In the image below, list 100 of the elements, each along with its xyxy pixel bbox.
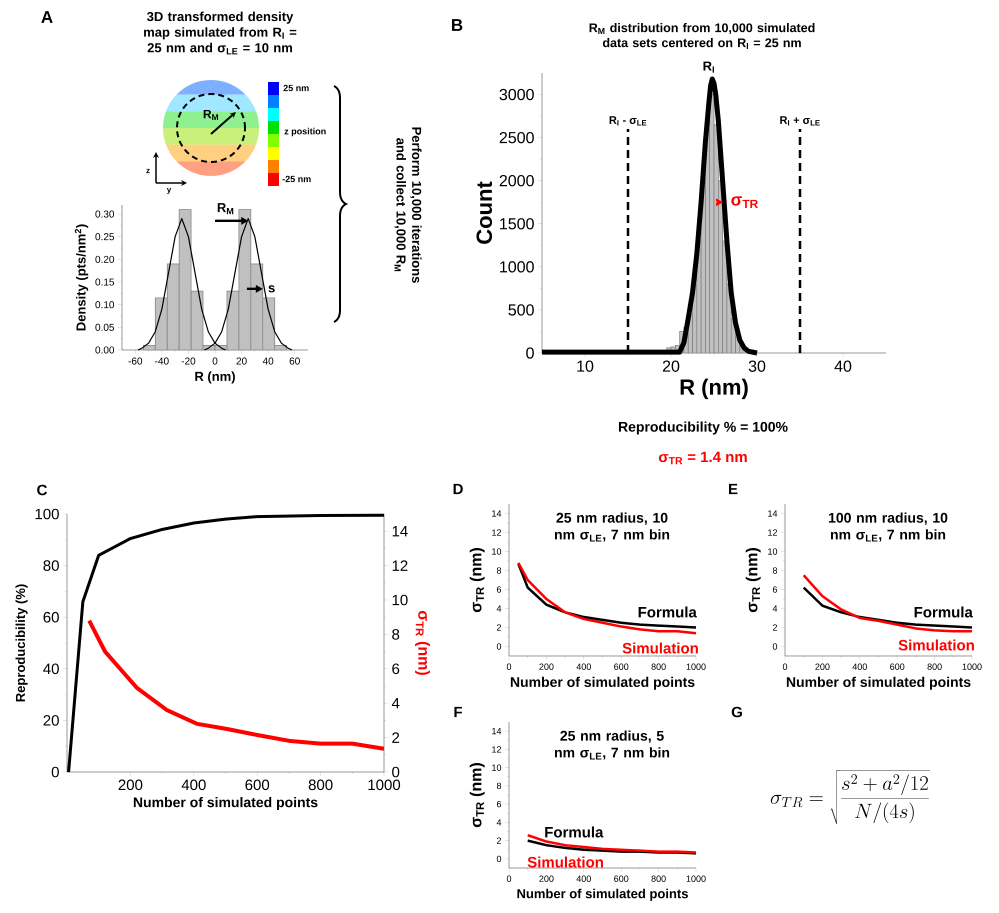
- y-tick-label: 4: [496, 819, 502, 826]
- y-axis-title: σ$_{TR}$ (nm): [470, 548, 485, 612]
- text: G: [732, 706, 742, 718]
- y-tick-label: 3000: [500, 88, 534, 100]
- x-tick-label: 40: [834, 360, 852, 372]
- y-tick-label: 0.00: [95, 346, 114, 354]
- text: z: [146, 168, 150, 174]
- x-tick-label: 1000: [368, 780, 400, 790]
- y-tick-label: 10: [768, 548, 778, 555]
- x-tick-label: -40: [155, 358, 169, 365]
- y-tick-label: 8: [496, 782, 502, 790]
- chart-title: R$_{M}$ distribution from 10,000 simulated data sets centered on R$_{I}$ = 25 nm: [590, 23, 814, 49]
- y-tick-label: 2: [496, 624, 502, 631]
- series-label: Simulation: [622, 642, 698, 654]
- y-tick-label: 0: [772, 643, 778, 650]
- y-tick-label: 6: [772, 586, 778, 593]
- annotation: s: [268, 285, 275, 292]
- series-label: Formula: [545, 826, 604, 838]
- y-tick-label: 2500: [500, 132, 534, 144]
- y-tick-label: 20: [44, 715, 59, 726]
- x-tick-label: 600: [614, 876, 628, 882]
- annotation: R$_{M}$: [218, 203, 234, 214]
- x-tick-label: 60: [290, 358, 300, 365]
- y-tick-label: 14: [492, 510, 502, 517]
- x-tick-label: 40: [262, 358, 274, 365]
- y-axis-title: σ$_{TR}$ (nm): [746, 548, 761, 612]
- y-tick-label: 8: [496, 567, 502, 574]
- y-tick-label: 2: [496, 837, 502, 844]
- y-axis-title: Reproducibility (%): [15, 584, 28, 702]
- y-tick-label: 0.25: [95, 233, 114, 240]
- y-tick-label: 0: [496, 856, 502, 862]
- y-tick-label: 60: [44, 612, 59, 623]
- y-tick-label: 12: [768, 529, 778, 536]
- y-axis-title: σ$_{TR}$ (nm): [470, 763, 485, 828]
- x-tick-label: 600: [890, 664, 904, 670]
- series-label: Formula: [914, 606, 973, 618]
- text: 25 nm radius, 10 nm σ$_{LE}$, 7 nm bin: [554, 512, 670, 542]
- x-tick-label: 400: [576, 876, 591, 882]
- text: y: [166, 188, 172, 194]
- y2-tick-label: 8: [392, 629, 400, 640]
- y-tick-label: 80: [43, 560, 59, 571]
- x-tick-label: 400: [576, 664, 591, 670]
- line-series: [87, 618, 386, 751]
- text: Reproducibility % = 100%: [618, 421, 788, 435]
- text: 100 nm radius, 10 nm σ$_{LE}$, 7 nm bin: [828, 512, 948, 542]
- y2-tick-label: 14: [392, 526, 408, 536]
- x-axis-title: Number of simulated points: [510, 676, 694, 690]
- x-tick-label: 20: [236, 358, 247, 365]
- x-tick-label: 10: [577, 360, 594, 372]
- series-label: Simulation: [528, 856, 603, 868]
- x-tick-label: 800: [927, 664, 942, 670]
- text: $\sigma_{TR} = \sqrt{\frac{s^2 + a^2/12}{N/(4s)}}$: [770, 770, 930, 824]
- x-tick-label: 200: [118, 780, 142, 790]
- x-tick-label: 1000: [686, 876, 706, 882]
- annotation: σ$_{TR}$: [731, 196, 758, 208]
- y-tick-label: 10: [492, 764, 502, 771]
- y-tick-label: 12: [492, 529, 502, 536]
- y-tick-label: 8: [772, 567, 778, 574]
- x-tick-label: 30: [748, 360, 766, 372]
- chart-title: 3D transformed density map simulated from R$_{I}$ = 25 nm and σ$_{LE}$ = 10 nm: [144, 12, 296, 54]
- text: -25 nm: [282, 176, 311, 182]
- x-tick-label: 800: [651, 664, 666, 670]
- x-axis-title: R (nm): [680, 378, 748, 400]
- x-tick-label: 0: [782, 664, 788, 670]
- text: D: [454, 484, 463, 494]
- series-label: Formula: [638, 606, 697, 618]
- x-tick-label: 800: [651, 876, 666, 882]
- y-tick-label: 4: [496, 605, 502, 612]
- text: A: [41, 11, 53, 23]
- text: F: [454, 706, 462, 718]
- y-tick-label: 500: [508, 304, 534, 316]
- x-tick-label: 0: [506, 876, 512, 882]
- text: B: [452, 19, 462, 31]
- x-tick-label: 1000: [686, 664, 706, 670]
- x-tick-label: -20: [182, 358, 196, 365]
- text: σ$_{TR}$ = 1.4 nm: [658, 452, 747, 464]
- series-label: Simulation: [898, 639, 974, 650]
- text: z position: [284, 128, 326, 136]
- y-tick-label: 0: [496, 643, 502, 650]
- text: 25 nm radius, 5 nm σ$_{LE}$, 7 nm bin: [554, 730, 670, 760]
- y-tick-label: 2: [772, 624, 778, 631]
- y-tick-label: 0.05: [95, 324, 114, 331]
- x-tick-label: 20: [662, 360, 680, 372]
- y-tick-label: 14: [492, 728, 502, 734]
- y-tick-label: 14: [768, 510, 778, 517]
- annotation: R$_{I}$: [704, 62, 714, 73]
- x-axis-title: Number of simulated points: [786, 676, 971, 690]
- line-series: [802, 574, 974, 633]
- y-tick-label: 1500: [500, 218, 534, 230]
- y-tick-label: 10: [492, 548, 502, 555]
- x-tick-label: 600: [614, 664, 628, 670]
- y-tick-label: 4: [772, 605, 778, 612]
- y2-tick-label: 12: [392, 560, 408, 571]
- x-tick-label: 400: [852, 664, 867, 670]
- x-axis-title: Number of simulated points: [134, 796, 318, 810]
- x-tick-label: 0: [506, 664, 512, 670]
- text: R$_{M}$: [204, 110, 218, 120]
- text: Perform 10,000 iterations and collect 10,000 R$_{M}$: [394, 127, 422, 283]
- y-tick-label: 0: [52, 766, 59, 778]
- ref-line-label: R$_{I}$ - σ$_{LE}$: [610, 116, 646, 126]
